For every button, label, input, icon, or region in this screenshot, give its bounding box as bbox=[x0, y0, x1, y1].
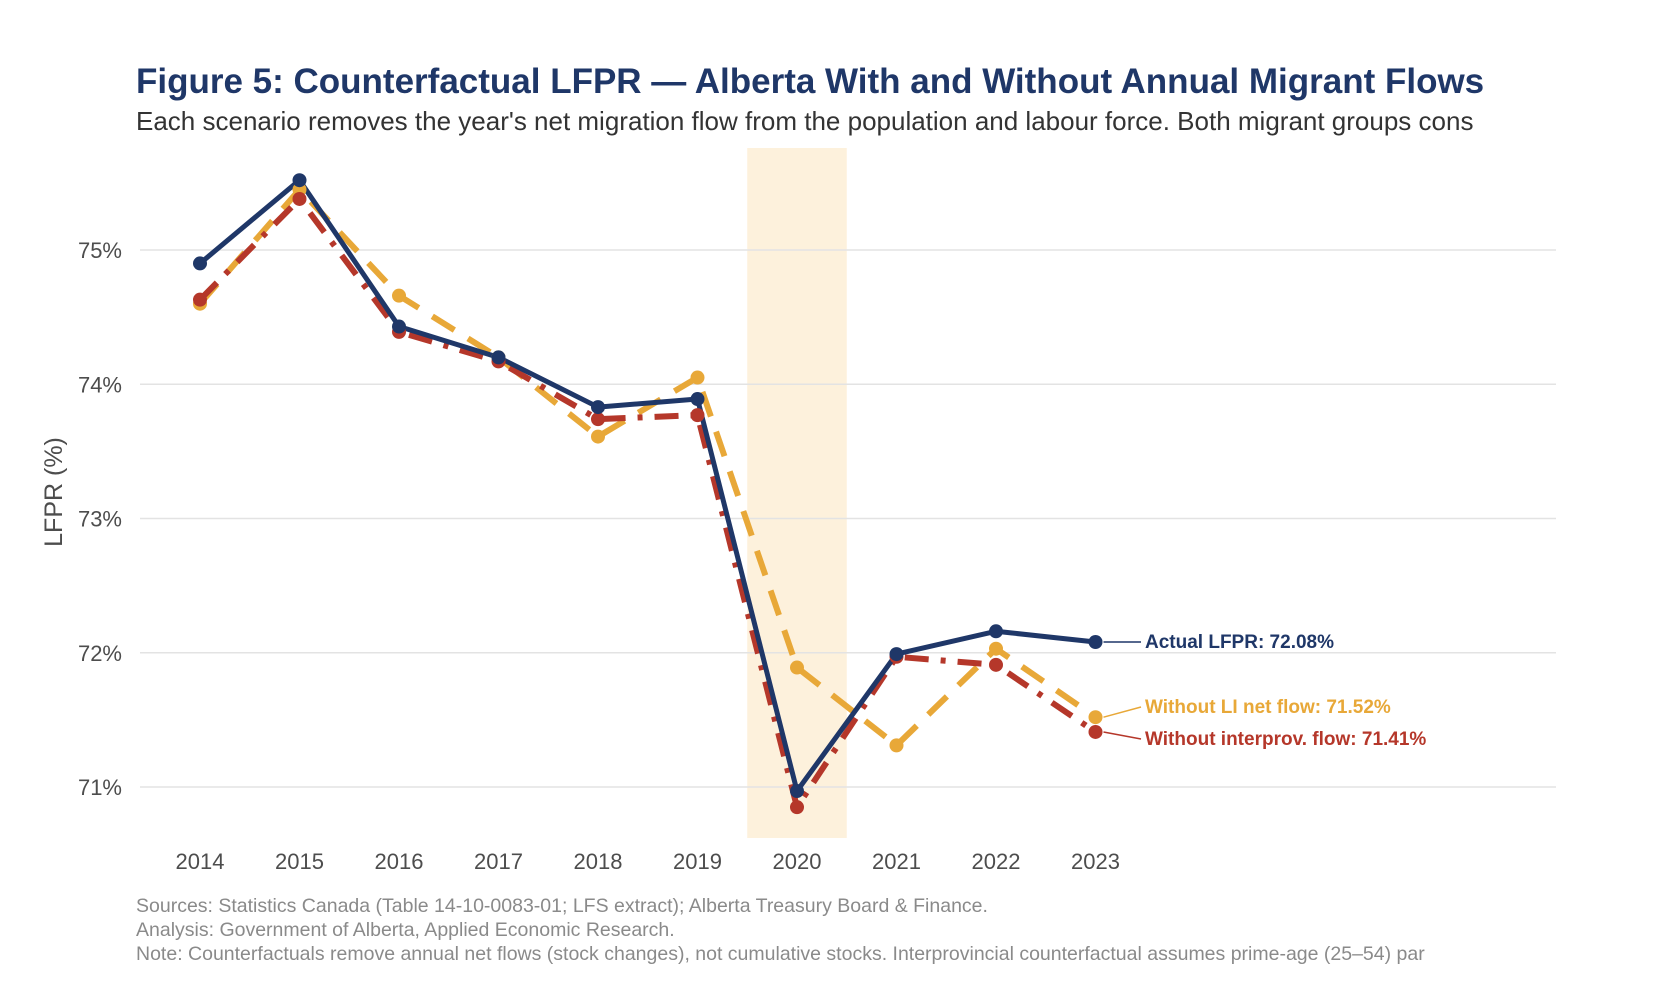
y-tick-label-73: 73% bbox=[78, 507, 122, 532]
chart-title: Figure 5: Counterfactual LFPR — Alberta … bbox=[136, 62, 1485, 101]
x-axis: 2014 2015 2016 2017 2018 2019 2020 2021 2022 2023 bbox=[176, 849, 1120, 874]
series-point-without_li-2021 bbox=[889, 738, 904, 753]
y-tick-label-74: 74% bbox=[78, 372, 122, 397]
series-point-actual-2018 bbox=[591, 400, 605, 415]
x-tick-label-2018: 2018 bbox=[574, 849, 623, 874]
highlight-band-2020 bbox=[747, 148, 847, 838]
x-tick-label-2016: 2016 bbox=[375, 849, 424, 874]
x-tick-label-2023: 2023 bbox=[1071, 849, 1120, 874]
end-label-layer: Actual LFPR: 72.08% Without LI net flow: … bbox=[1103, 632, 1426, 750]
y-tick-label-75: 75% bbox=[78, 238, 122, 263]
chart-subtitle: Each scenario removes the year's net mig… bbox=[136, 106, 1474, 136]
series-point-without_li-2018 bbox=[591, 429, 605, 444]
series-point-without_interprov-2020 bbox=[790, 800, 804, 815]
series-point-without_li-2016 bbox=[392, 288, 406, 303]
end-label-without_interprov: Without interprov. flow: 71.41% bbox=[1145, 729, 1426, 750]
series-point-without_li-2019 bbox=[690, 370, 705, 385]
series-point-without_interprov-2014 bbox=[193, 292, 207, 307]
series-point-actual-2016 bbox=[392, 319, 406, 334]
end-label-actual: Actual LFPR: 72.08% bbox=[1145, 632, 1334, 653]
x-tick-label-2020: 2020 bbox=[773, 849, 822, 874]
series-line-without_interprov bbox=[197, 195, 1098, 811]
x-tick-label-2015: 2015 bbox=[275, 849, 324, 874]
series-point-without_interprov-2015 bbox=[292, 191, 307, 206]
x-tick-label-2017: 2017 bbox=[474, 849, 523, 874]
x-tick-label-2014: 2014 bbox=[176, 849, 225, 874]
y-tick-label-72: 72% bbox=[78, 641, 122, 666]
series-line-actual bbox=[198, 177, 1096, 794]
end-label-without_li: Without LI net flow: 71.52% bbox=[1145, 697, 1391, 718]
series-point-without_interprov-2023 bbox=[1088, 724, 1103, 739]
leader-line-without_li bbox=[1103, 706, 1142, 718]
y-axis-title: LFPR (%) bbox=[40, 437, 68, 547]
series-point-actual-2015 bbox=[292, 173, 307, 188]
footer-analysis: Analysis: Government of Alberta, Applied… bbox=[136, 919, 675, 941]
x-tick-label-2021: 2021 bbox=[872, 849, 921, 874]
series-point-without_interprov-2022 bbox=[989, 657, 1003, 672]
gridline-layer bbox=[140, 249, 1556, 788]
series-point-actual-2019 bbox=[690, 392, 705, 407]
y-axis: 71% 72% 73% 74% 75% bbox=[78, 238, 122, 800]
series-point-without_li-2022 bbox=[989, 641, 1003, 656]
chart-footer: Sources: Statistics Canada (Table 14-10-… bbox=[136, 894, 1600, 966]
series-point-actual-2023 bbox=[1088, 635, 1103, 650]
series-point-actual-2021 bbox=[889, 647, 904, 662]
footer-note: Note: Counterfactuals remove annual net … bbox=[136, 943, 1425, 965]
series-point-actual-2017 bbox=[491, 350, 506, 365]
highlight-band-layer bbox=[747, 148, 847, 838]
series-point-without_li-2020 bbox=[790, 660, 804, 675]
series-point-without_li-2023 bbox=[1088, 710, 1103, 725]
y-tick-label-71: 71% bbox=[78, 775, 122, 800]
x-tick-label-2022: 2022 bbox=[972, 849, 1021, 874]
series-point-actual-2022 bbox=[989, 624, 1003, 639]
series-point-without_interprov-2018 bbox=[591, 412, 605, 427]
series-point-actual-2014 bbox=[193, 256, 207, 271]
series-point-without_interprov-2019 bbox=[690, 408, 705, 423]
series-point-actual-2020 bbox=[790, 784, 804, 799]
series-layer bbox=[193, 173, 1103, 815]
series-line-without_li bbox=[197, 186, 1098, 749]
footer-sources: Sources: Statistics Canada (Table 14-10-… bbox=[136, 895, 988, 917]
x-tick-label-2019: 2019 bbox=[673, 849, 722, 874]
leader-line-without_interprov bbox=[1103, 731, 1142, 740]
